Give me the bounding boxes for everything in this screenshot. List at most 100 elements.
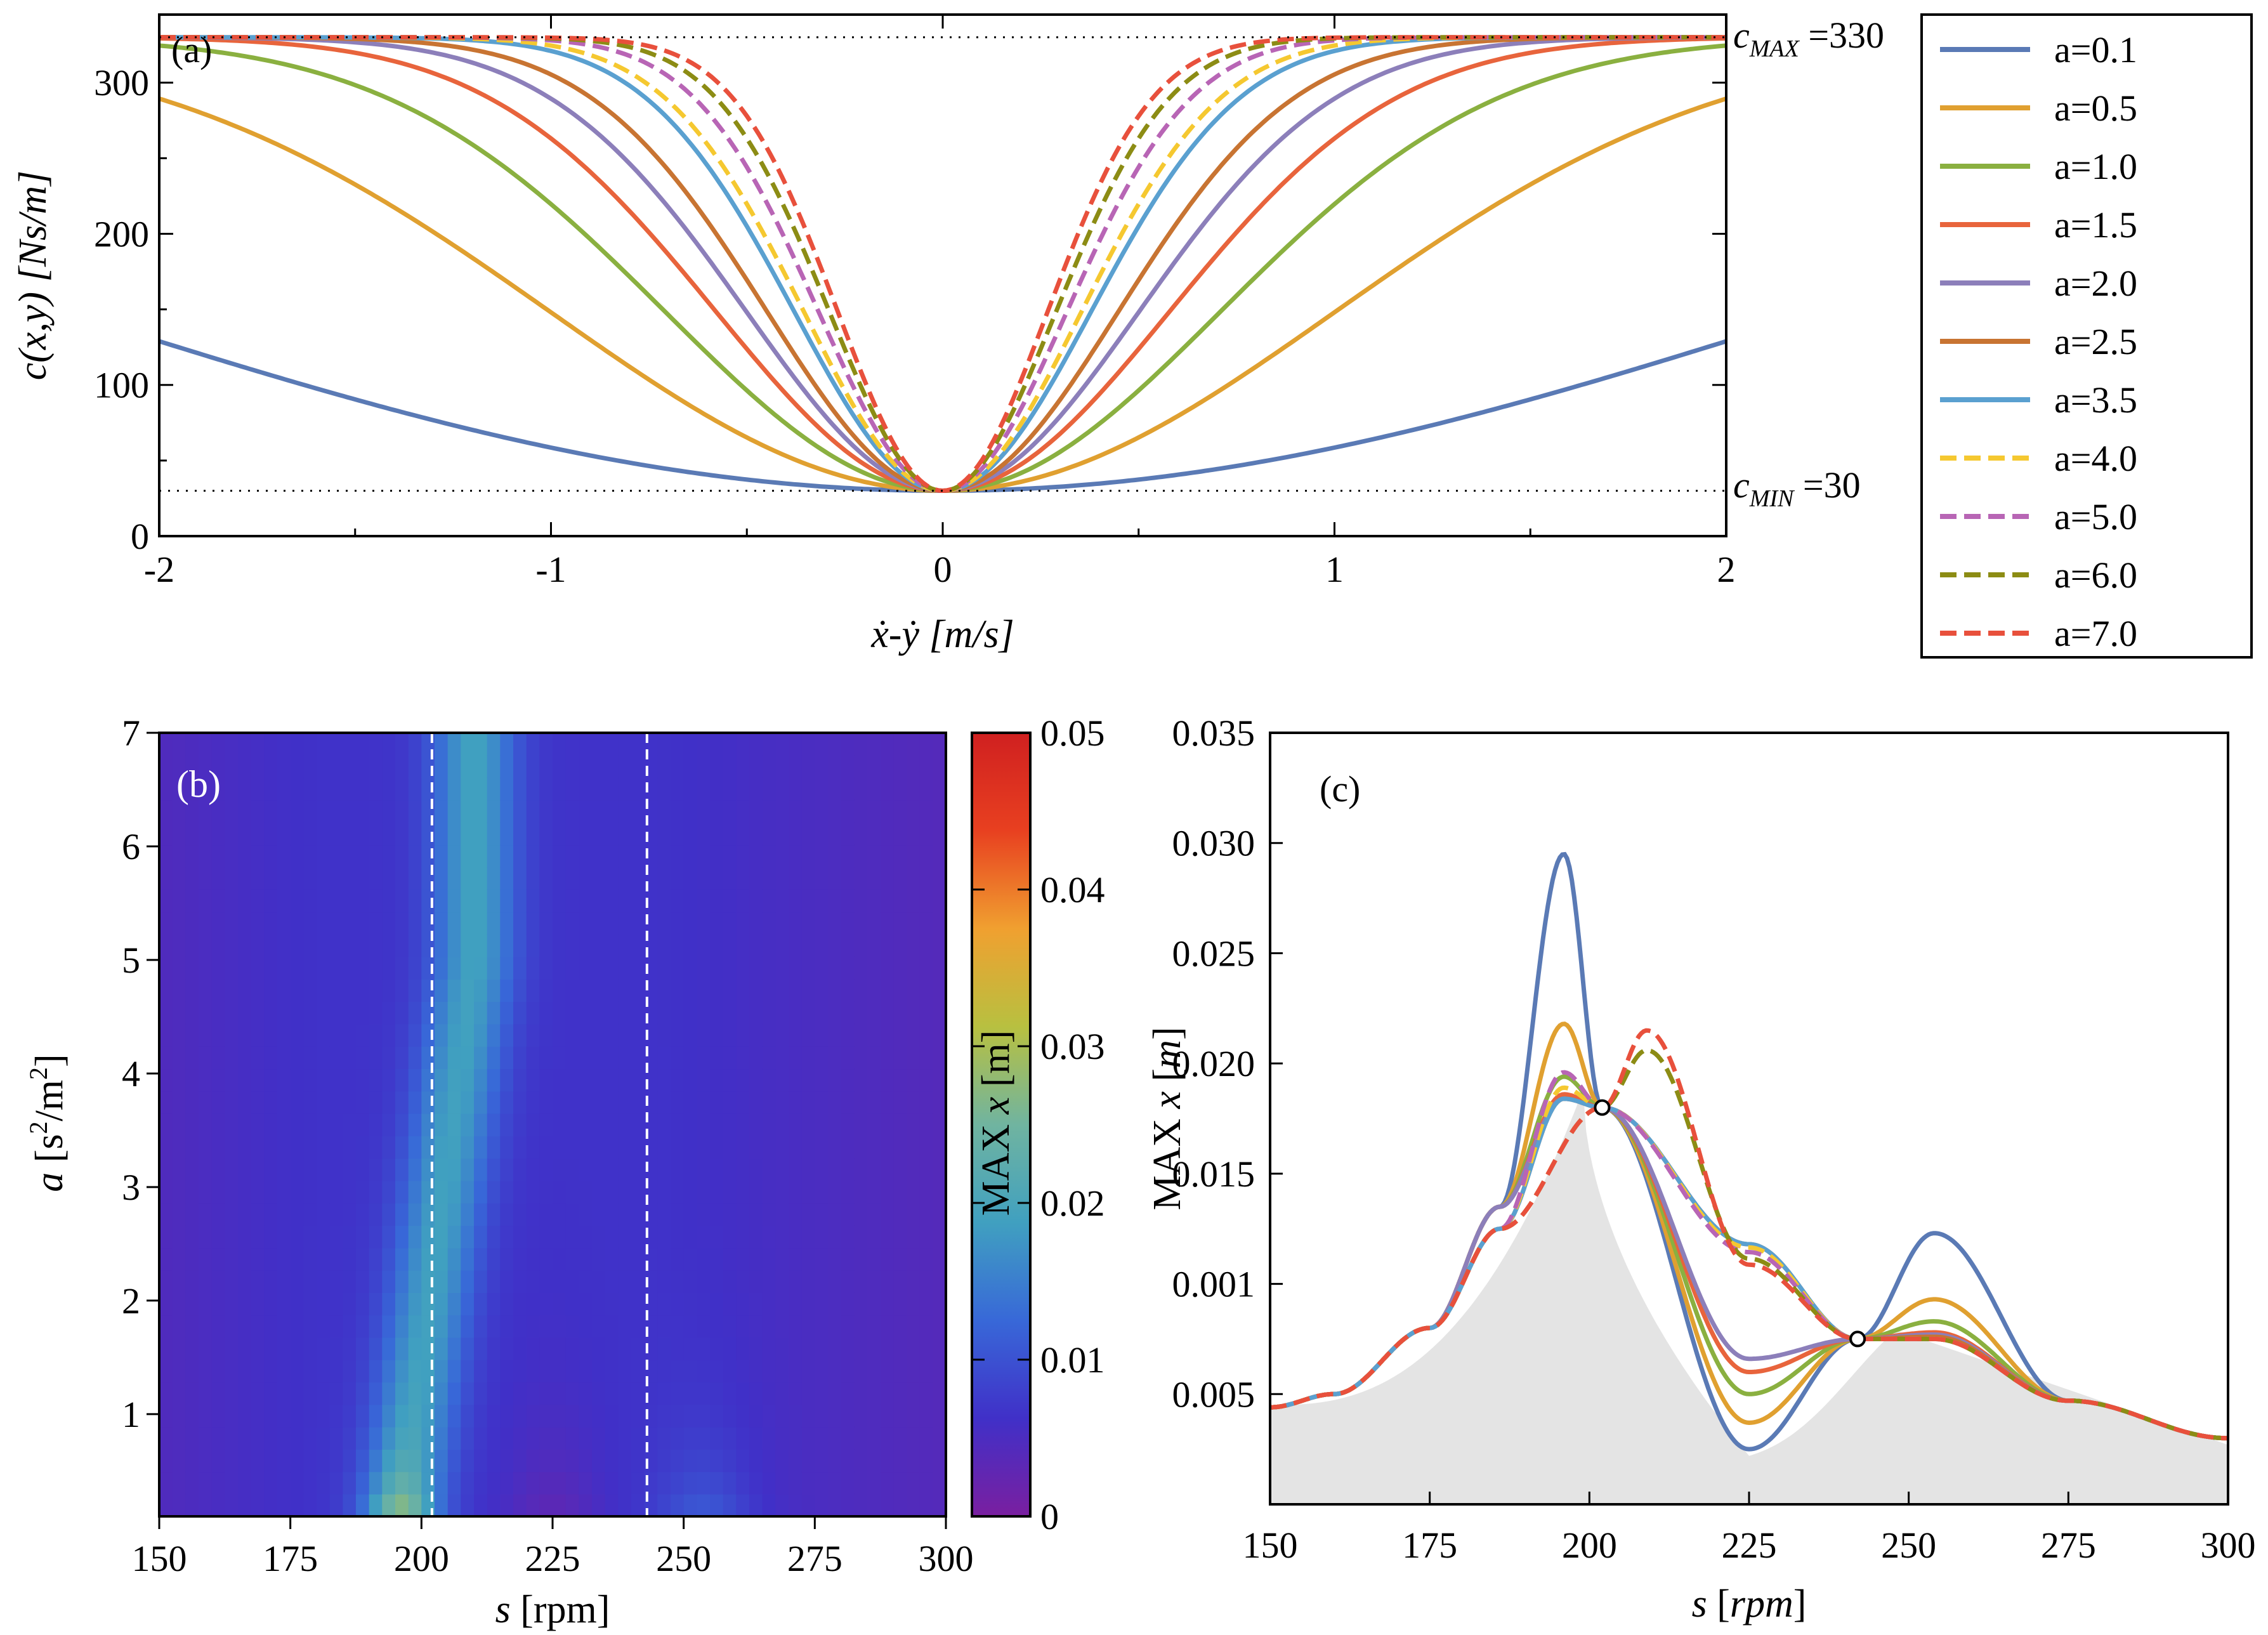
heatmap-cell [185,799,199,823]
panel-b-ylabel-unit-pre: [s [28,1134,71,1172]
heatmap-cell [815,1136,829,1159]
heatmap-cell [736,799,750,823]
heatmap-cell [290,822,305,846]
heatmap-cell [343,934,357,957]
heatmap-cell [317,1449,331,1473]
heatmap-cell [605,799,619,823]
ytick-label-a-2: 200 [94,213,149,254]
heatmap-cell [461,1136,475,1159]
heatmap-cell [277,1001,291,1025]
heatmap-cell [172,1494,187,1517]
heatmap-cell [172,1068,187,1092]
heatmap-cell [461,844,475,868]
heatmap-cell [880,844,895,868]
heatmap-cell [487,1315,501,1338]
heatmap-cell [500,1068,514,1092]
heatmap-cell [631,1292,645,1316]
heatmap-cell [775,1449,789,1473]
heatmap-cell [435,733,449,756]
heatmap-cell [854,755,868,778]
heatmap-cell [435,799,449,823]
heatmap-cell [277,1113,291,1136]
heatmap-cell [435,822,449,846]
xtick-label-b-4: 250 [656,1538,711,1579]
heatmap-cell [618,912,632,935]
heatmap-cell [461,1471,475,1495]
heatmap-cell [762,1426,777,1450]
heatmap-cell [343,1270,357,1293]
heatmap-cell [828,1113,842,1136]
heatmap-cell [369,1270,383,1293]
heatmap-cell [395,1180,409,1204]
heatmap-cell [893,1203,907,1226]
heatmap-cell [801,844,816,868]
heatmap-cell [553,1247,567,1271]
heatmap-cell [225,1382,239,1405]
heatmap-cell [487,777,501,801]
panel-a-ylabel: c(x,y) [Ns/m] [11,171,55,381]
heatmap-cell [631,1382,645,1405]
heatmap-cell [317,777,331,801]
heatmap-cell [408,1068,423,1092]
heatmap-cell [225,844,239,868]
heatmap-cell [919,1158,934,1181]
heatmap-cell [343,1337,357,1360]
heatmap-cell [382,1136,396,1159]
heatmap-cell [749,1001,763,1025]
heatmap-cell [408,867,423,890]
heatmap-cell [880,1158,895,1181]
xtick-label-b-1: 175 [263,1538,318,1579]
heatmap-cell [893,1426,907,1450]
heatmap-cell [159,1023,173,1047]
heatmap-cell [736,979,750,1002]
heatmap-cell [159,912,173,935]
heatmap-cell [553,1203,567,1226]
heatmap-cell [447,799,462,823]
heatmap-cell [893,1471,907,1495]
heatmap-cell [474,1113,488,1136]
heatmap-cell [317,890,331,913]
heatmap-cell [447,1270,462,1293]
heatmap-cell [251,867,265,890]
series-c-10 [1270,1028,2228,1441]
heatmap-cell [697,1001,711,1025]
heatmap-cell [356,844,370,868]
legend-label-10: a=7.0 [2054,613,2137,654]
heatmap-cell [251,1068,265,1092]
heatmap-cell [526,867,541,890]
heatmap-cell [657,1225,671,1249]
heatmap-cell [251,1471,265,1495]
heatmap-cell [775,1023,789,1047]
heatmap-cell [317,1360,331,1383]
heatmap-cell [801,1068,816,1092]
heatmap-cell [828,1091,842,1114]
heatmap-cell [264,1270,278,1293]
heatmap-cell [683,1001,698,1025]
heatmap-cell [172,1158,187,1181]
colorbar-ticks: 00.010.020.030.040.05 [972,712,1105,1537]
heatmap-cell [329,979,344,1002]
heatmap-cell [710,956,724,980]
heatmap-cell [290,1270,305,1293]
heatmap-cell [671,1113,685,1136]
heatmap-cell [211,844,226,868]
heatmap-cell [605,733,619,756]
heatmap-cell [238,1113,252,1136]
heatmap-cell [854,1471,868,1495]
heatmap-cell [893,1001,907,1025]
heatmap-cell [447,1404,462,1428]
ytick-label-c-6: 0.035 [1172,712,1255,754]
heatmap-cell [671,1292,685,1316]
heatmap-cell [723,799,737,823]
heatmap-cell [343,1113,357,1136]
heatmap-cell [238,1001,252,1025]
heatmap-cell [211,1360,226,1383]
heatmap-cell [435,1382,449,1405]
heatmap-cell [880,777,895,801]
heatmap-cell [199,1203,213,1226]
heatmap-cell [539,1091,553,1114]
heatmap-cell [408,1247,423,1271]
heatmap-cell [841,799,855,823]
heatmap-cell [618,1113,632,1136]
heatmap-cell [592,1426,606,1450]
